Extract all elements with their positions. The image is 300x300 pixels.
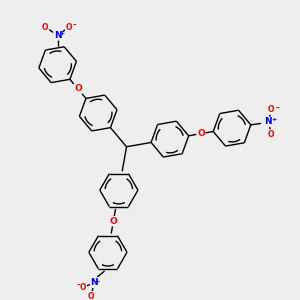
Text: -: - xyxy=(72,21,76,30)
Text: O: O xyxy=(268,130,274,139)
Text: -: - xyxy=(275,103,279,112)
Text: +: + xyxy=(94,279,100,284)
Text: O: O xyxy=(42,22,49,32)
Text: O: O xyxy=(197,129,205,138)
Text: O: O xyxy=(88,292,94,300)
Text: O: O xyxy=(80,283,86,292)
Text: +: + xyxy=(59,32,64,36)
Text: O: O xyxy=(268,105,274,114)
Text: N: N xyxy=(265,117,272,126)
Text: -: - xyxy=(76,281,80,290)
Text: O: O xyxy=(110,217,117,226)
Text: N: N xyxy=(91,278,98,287)
Text: N: N xyxy=(54,31,61,40)
Text: O: O xyxy=(66,22,72,32)
Text: O: O xyxy=(74,84,82,93)
Text: +: + xyxy=(271,117,276,122)
